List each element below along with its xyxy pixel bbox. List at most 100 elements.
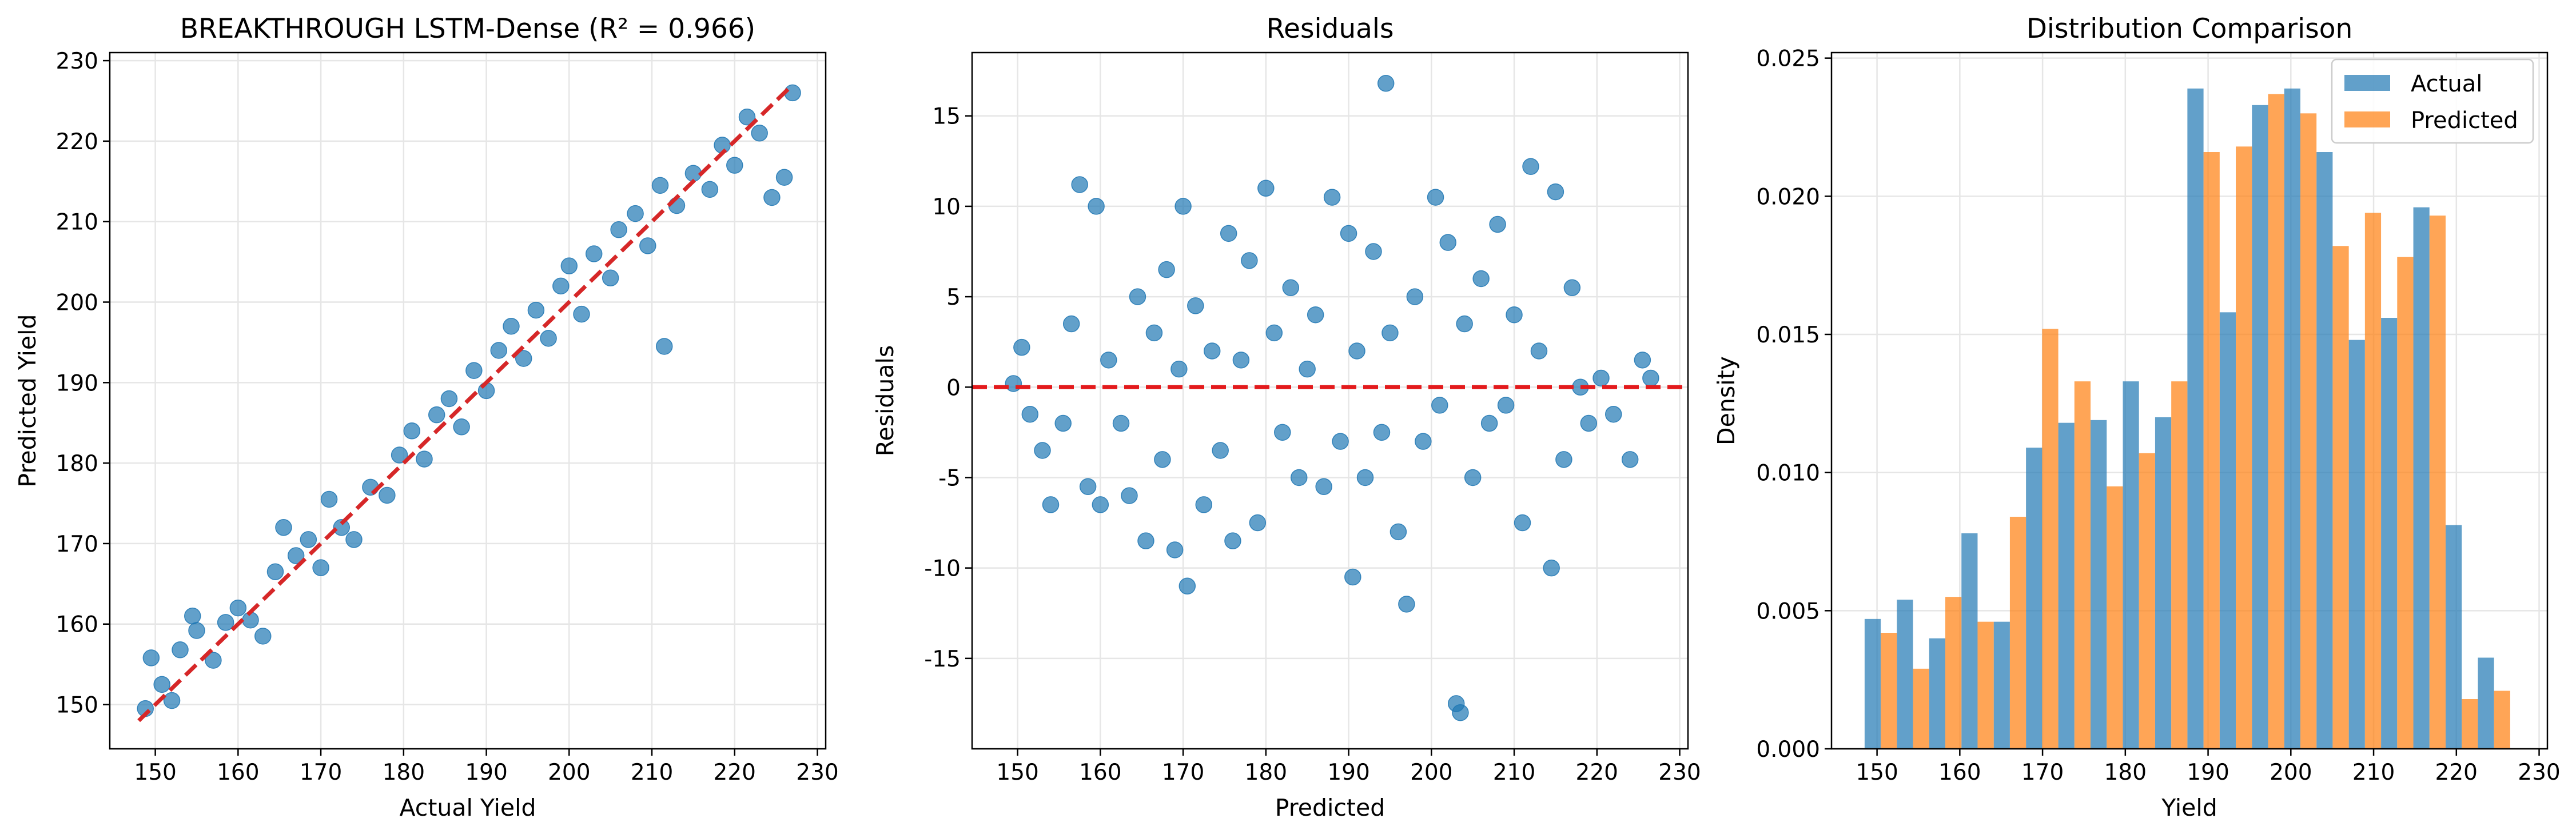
y-axis-label-1: Predicted Yield bbox=[14, 314, 41, 487]
data-point bbox=[1166, 541, 1184, 558]
data-point bbox=[287, 547, 305, 564]
bar-actual bbox=[2219, 312, 2236, 749]
data-point bbox=[1203, 342, 1221, 360]
bar-actual bbox=[1864, 618, 1881, 749]
legend-label-actual: Actual bbox=[2411, 71, 2482, 97]
y-axis-label-3: Density bbox=[1713, 356, 1740, 445]
data-point bbox=[300, 531, 317, 548]
data-point bbox=[1472, 270, 1490, 288]
bar-predicted bbox=[1881, 633, 1897, 749]
data-point bbox=[1489, 216, 1506, 233]
data-point bbox=[465, 362, 483, 379]
data-point bbox=[1356, 469, 1374, 486]
data-point bbox=[1174, 198, 1192, 215]
data-point bbox=[1431, 397, 1448, 414]
y-tick-label: 5 bbox=[946, 285, 961, 310]
y-tick-label: 0.010 bbox=[1756, 461, 1820, 486]
data-point bbox=[1634, 352, 1651, 369]
bar-predicted bbox=[2009, 517, 2026, 749]
bar-predicted bbox=[1945, 597, 1962, 749]
bar-actual bbox=[1961, 533, 1978, 749]
data-point bbox=[229, 599, 247, 617]
y-tick-label: 0.005 bbox=[1756, 598, 1820, 624]
bar-actual bbox=[2058, 422, 2075, 749]
data-point bbox=[428, 406, 445, 424]
data-point bbox=[1021, 405, 1039, 423]
y-ticks-3: 0.000 0.005 0.010 0.015 0.020 0.025 bbox=[1756, 46, 1832, 763]
data-point bbox=[1241, 252, 1258, 269]
legend-swatch-predicted bbox=[2344, 111, 2390, 127]
data-point bbox=[416, 450, 433, 468]
data-point bbox=[1121, 487, 1138, 504]
y-tick-label: -10 bbox=[924, 556, 961, 582]
data-point bbox=[1543, 559, 1560, 577]
x-axis-label-3: Yield bbox=[2161, 794, 2217, 821]
y-ticks-2: -15 -10 -5 0 5 10 15 bbox=[924, 104, 972, 672]
y-tick-label: 0.025 bbox=[1756, 46, 1820, 72]
data-point bbox=[163, 692, 181, 709]
bar-actual bbox=[2252, 105, 2268, 749]
bar-predicted bbox=[2074, 381, 2091, 749]
y-tick-label: 210 bbox=[56, 210, 98, 236]
x-tick-label: 180 bbox=[1245, 760, 1287, 785]
y-tick-label: 190 bbox=[56, 370, 98, 396]
data-point bbox=[602, 269, 619, 287]
bar-predicted bbox=[2139, 453, 2155, 749]
data-point bbox=[726, 157, 743, 174]
bar-actual bbox=[2155, 417, 2172, 749]
y-ticks-1: 150 160 170 180 190 200 210 220 230 bbox=[56, 49, 110, 719]
data-point bbox=[1154, 451, 1171, 468]
data-point bbox=[573, 305, 590, 323]
data-point bbox=[1381, 324, 1399, 342]
data-point bbox=[1187, 297, 1204, 314]
y-tick-label: 200 bbox=[56, 290, 98, 316]
data-point bbox=[172, 641, 189, 659]
data-point bbox=[1129, 288, 1146, 305]
data-point bbox=[1398, 596, 1415, 613]
y-axis-label-2: Residuals bbox=[871, 345, 899, 457]
data-point bbox=[1092, 496, 1109, 513]
x-tick-label: 200 bbox=[1410, 760, 1452, 785]
data-point bbox=[1158, 261, 1175, 278]
data-point bbox=[1212, 442, 1229, 459]
x-tick-label: 150 bbox=[1856, 760, 1898, 785]
data-point bbox=[1079, 478, 1097, 496]
data-point bbox=[610, 221, 627, 238]
data-point bbox=[1257, 179, 1275, 197]
data-point bbox=[1389, 523, 1407, 541]
bar-actual bbox=[1897, 600, 1913, 749]
x-tick-label: 220 bbox=[714, 760, 756, 785]
data-point bbox=[379, 486, 396, 504]
data-point bbox=[1452, 704, 1469, 721]
data-point bbox=[1034, 442, 1051, 459]
data-point bbox=[188, 622, 205, 639]
data-point bbox=[1178, 577, 1196, 595]
data-point bbox=[751, 125, 768, 142]
panel-actual-vs-predicted: 150 160 170 180 190 200 210 220 230 150 160 170 180… bbox=[14, 13, 839, 821]
x-tick-label: 150 bbox=[134, 760, 176, 785]
data-point bbox=[1373, 424, 1391, 441]
y-tick-label: 150 bbox=[56, 693, 98, 719]
data-point bbox=[1406, 288, 1424, 305]
data-point bbox=[763, 189, 781, 206]
x-axis-label-1: Actual Yield bbox=[399, 794, 536, 821]
bar-actual bbox=[2413, 207, 2430, 749]
data-point bbox=[1088, 198, 1105, 215]
data-point bbox=[585, 245, 603, 262]
data-point bbox=[1497, 397, 1515, 414]
bar-actual bbox=[2187, 88, 2204, 749]
data-point bbox=[503, 318, 520, 335]
x-tick-label: 230 bbox=[796, 760, 838, 785]
data-point bbox=[403, 422, 421, 440]
data-point bbox=[1464, 469, 1482, 486]
data-point bbox=[275, 519, 292, 536]
panel-residuals: 150 160 170 180 190 200 210 220 230 -15 -10 -5 0 5 10… bbox=[871, 13, 1701, 821]
data-point bbox=[153, 676, 170, 693]
data-point bbox=[1555, 451, 1572, 468]
data-point bbox=[333, 519, 351, 536]
x-tick-label: 180 bbox=[2104, 760, 2147, 785]
data-point bbox=[1112, 414, 1130, 432]
data-point bbox=[1365, 243, 1382, 260]
bar-predicted bbox=[2364, 213, 2382, 749]
